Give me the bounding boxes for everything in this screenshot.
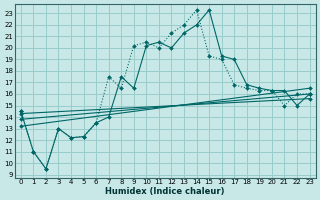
X-axis label: Humidex (Indice chaleur): Humidex (Indice chaleur) xyxy=(106,187,225,196)
